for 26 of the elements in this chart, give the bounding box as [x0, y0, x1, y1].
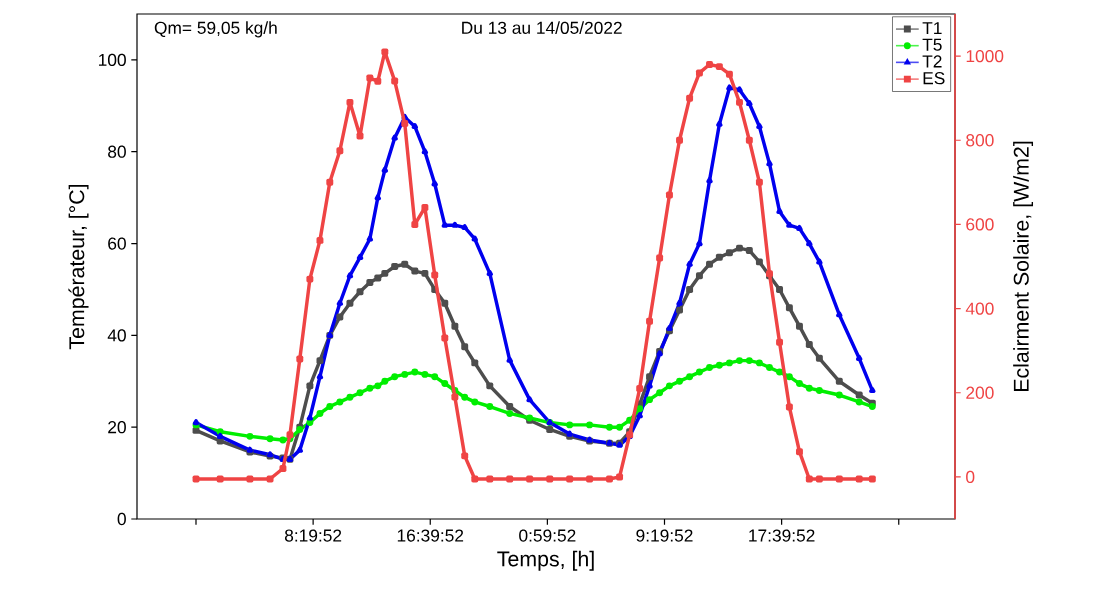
y-tick-label: 60	[108, 237, 126, 250]
y2-tick-label: 1000	[966, 49, 1004, 63]
y-axis-title: Températeur, [°C]	[68, 184, 89, 350]
x-tick-label: 9:19:52	[636, 529, 693, 542]
y2-tick-label: 800	[966, 134, 994, 147]
x-tick-label: 8:19:52	[284, 529, 342, 542]
y-tick-label: 40	[107, 329, 126, 342]
x-tick-label: 17:39:52	[749, 529, 815, 542]
y-tick-label: 80	[108, 145, 126, 158]
legend-label: ES	[923, 72, 945, 85]
x-tick-label: 16:39:52	[397, 529, 464, 542]
annotation: Du 13 au 14/05/2022	[462, 21, 622, 34]
y2-tick-label: 400	[965, 302, 994, 315]
annotation: Qm= 59,05 kg/h	[154, 21, 277, 38]
y2-axis-title: Eclairment Solaire, [W/m2]	[1013, 141, 1034, 391]
y2-tick-label: 0	[966, 470, 975, 484]
x-tick-label: 0:59:52	[519, 529, 576, 542]
y-tick-label: 20	[108, 421, 126, 434]
legend-label: T2	[922, 55, 942, 68]
y-tick-label: 0	[117, 512, 126, 526]
y-tick-label: 100	[98, 53, 126, 67]
legend-label: T5	[922, 38, 942, 51]
y2-tick-label: 200	[966, 386, 994, 399]
y2-tick-label: 600	[966, 218, 994, 231]
x-axis-title: Temps, [h]	[497, 550, 594, 571]
legend-label: T1	[922, 22, 942, 35]
